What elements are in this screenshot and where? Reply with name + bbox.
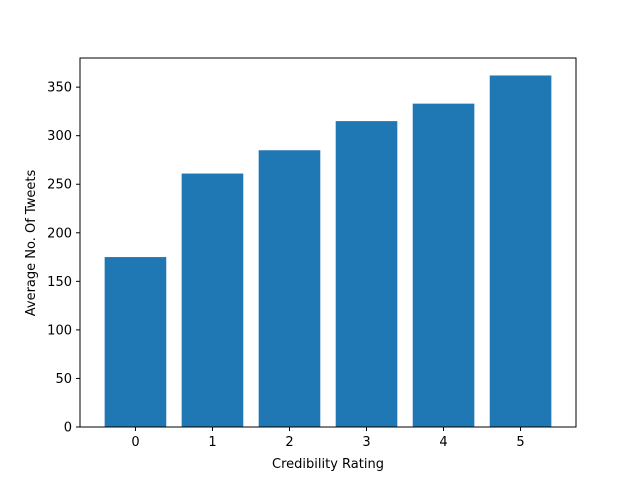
x-tick-label: 3	[362, 435, 370, 450]
bar-0	[104, 257, 167, 427]
bar-3	[335, 121, 398, 428]
x-axis-title: Credibility Rating	[272, 457, 384, 472]
y-tick-label: 300	[47, 129, 72, 144]
x-tick-label: 1	[208, 435, 216, 450]
bar-2	[258, 150, 321, 427]
bars-group	[104, 75, 552, 428]
x-tick-label: 0	[131, 435, 139, 450]
plot-frame	[79, 57, 577, 428]
y-tick-label: 200	[47, 226, 72, 241]
bar-1	[181, 173, 244, 427]
bar-4	[412, 103, 475, 428]
y-tick-label: 100	[47, 323, 72, 338]
x-tick-label: 5	[516, 435, 524, 450]
y-tick-label: 50	[55, 372, 72, 387]
x-tick-label: 2	[285, 435, 293, 450]
bar-5	[489, 75, 552, 428]
y-tick-label: 0	[64, 421, 72, 436]
y-tick-label: 250	[47, 178, 72, 193]
x-tick-label: 4	[439, 435, 447, 450]
y-tick-label: 150	[47, 275, 72, 290]
y-tick-label: 350	[47, 81, 72, 96]
y-axis-title: Average No. Of Tweets	[24, 170, 39, 317]
